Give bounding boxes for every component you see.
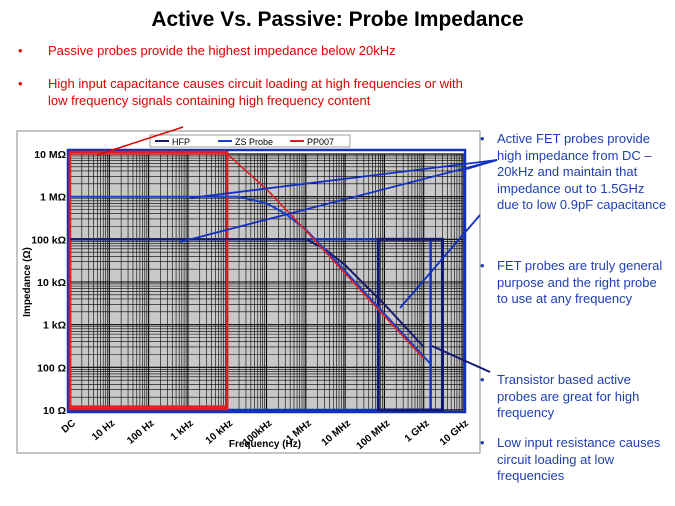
right-bullet-1: • Active FET probes provide high impedan… <box>480 131 669 214</box>
callout-line-passive <box>96 126 184 156</box>
bullet-marker: • <box>480 131 485 146</box>
highlight-box-hf <box>376 237 444 412</box>
left-bullet-2: • High input capacitance causes circuit … <box>18 75 468 109</box>
callout-line-active-3 <box>462 159 498 171</box>
callout-line-active-1 <box>189 159 498 199</box>
legend-label: PP007 <box>307 137 334 147</box>
legend-label: HFP <box>172 137 190 147</box>
y-tick-label: 10 MΩ <box>34 149 66 161</box>
bullet-marker: • <box>480 258 485 273</box>
highlight-box-passive <box>68 150 229 411</box>
callout-lines <box>96 126 498 373</box>
slide-title: Active Vs. Passive: Probe Impedance <box>151 8 524 31</box>
callout-line-active-2 <box>179 159 498 243</box>
legend: HFP ZS Probe PP007 <box>149 134 351 148</box>
right-bullet-3: • Transistor based active probes are gre… <box>480 372 669 422</box>
y-tick-label: 1 kΩ <box>43 320 66 332</box>
y-tick-label: 10 Ω <box>43 405 66 417</box>
series-line-hfp <box>70 238 425 348</box>
y-axis-label: Impedance (Ω) <box>22 247 33 317</box>
bullet-marker: • <box>480 435 485 450</box>
x-axis-label: Frequency (Hz) <box>229 439 301 450</box>
y-tick-label: 1 MΩ <box>40 192 66 204</box>
series-line-pp007 <box>70 153 425 360</box>
callout-line-general <box>399 214 481 309</box>
right-bullet-1-text: Active FET probes provide high impedance… <box>497 131 667 212</box>
legend-box <box>149 134 351 148</box>
callout-line-hf <box>431 345 491 373</box>
bullet-marker: • <box>480 372 485 387</box>
legend-label: ZS Probe <box>235 137 273 147</box>
right-bullet-2: • FET probes are truly general purpose a… <box>480 258 669 308</box>
right-bullet-3-text: Transistor based active probes are great… <box>497 372 640 420</box>
left-bullet-1-text: Passive probes provide the highest imped… <box>48 43 396 58</box>
bullet-marker: • <box>18 76 23 91</box>
left-bullet-1: • Passive probes provide the highest imp… <box>18 42 468 59</box>
right-bullet-4: • Low input resistance causes circuit lo… <box>480 435 669 485</box>
right-bullet-2-text: FET probes are truly general purpose and… <box>497 258 663 306</box>
right-bullet-4-text: Low input resistance causes circuit load… <box>497 435 661 483</box>
highlight-box-full <box>66 148 467 414</box>
y-tick-label: 10 kΩ <box>37 277 66 289</box>
bullet-marker: • <box>18 43 23 58</box>
y-tick-label: 100 kΩ <box>31 234 66 246</box>
left-bullet-2-text: High input capacitance causes circuit lo… <box>48 76 463 108</box>
y-tick-label: 100 Ω <box>37 362 66 374</box>
